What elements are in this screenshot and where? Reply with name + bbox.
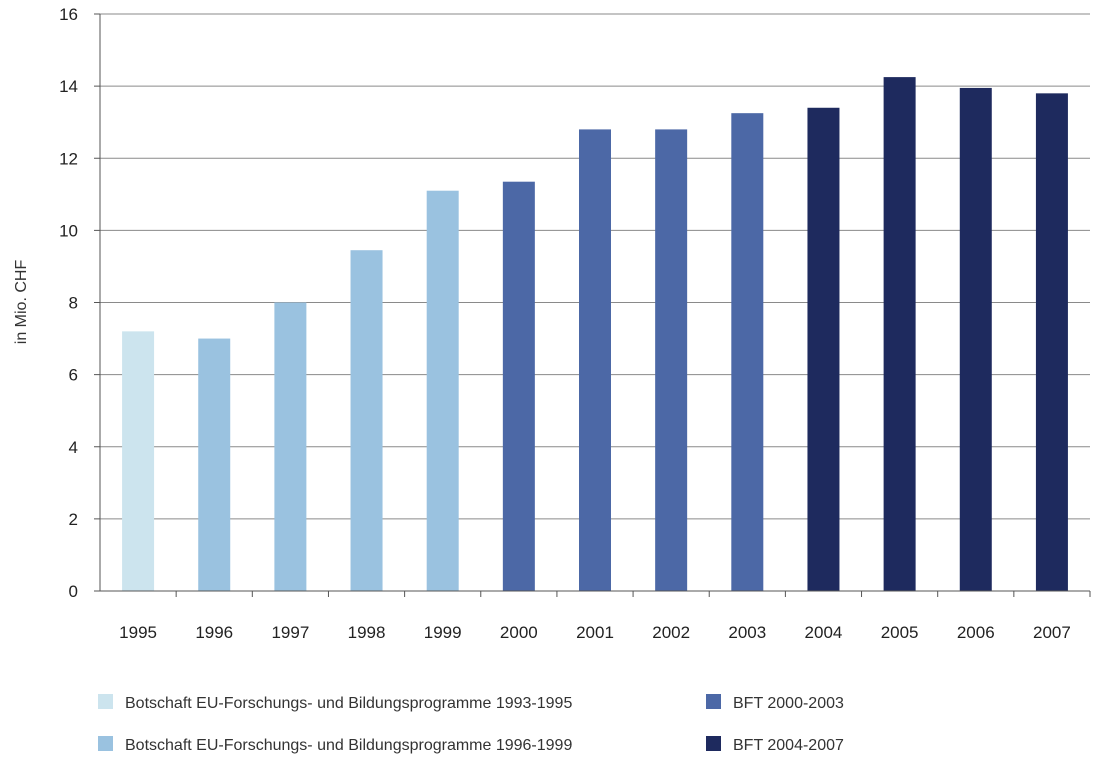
y-tick-label: 4 bbox=[69, 438, 78, 457]
bar-2006 bbox=[959, 87, 992, 591]
axes bbox=[99, 14, 1090, 592]
x-tick-label: 1999 bbox=[424, 623, 462, 642]
bar-1998 bbox=[350, 250, 383, 591]
x-tick-label: 2006 bbox=[957, 623, 995, 642]
x-tick-label: 2007 bbox=[1033, 623, 1071, 642]
legend: Botschaft EU-Forschungs- und Bildungspro… bbox=[98, 694, 844, 754]
legend-item: BFT 2004-2007 bbox=[706, 736, 844, 754]
bar-1995 bbox=[122, 331, 155, 591]
y-tick-label: 2 bbox=[69, 510, 78, 529]
bar-2004 bbox=[807, 107, 840, 591]
y-axis-ticks: 0 2 4 6 8 10 12 14 16 bbox=[59, 5, 100, 601]
y-tick-label: 16 bbox=[59, 5, 78, 24]
legend-label: Botschaft EU-Forschungs- und Bildungspro… bbox=[125, 737, 572, 754]
x-tick-label: 2003 bbox=[728, 623, 766, 642]
y-tick-label: 10 bbox=[59, 221, 78, 240]
legend-swatch bbox=[706, 736, 721, 751]
bars bbox=[122, 77, 1068, 592]
x-tick-label: 2002 bbox=[652, 623, 690, 642]
y-tick-label: 8 bbox=[69, 294, 78, 313]
bar-2003 bbox=[731, 113, 764, 591]
legend-label: BFT 2000-2003 bbox=[733, 695, 844, 712]
legend-swatch bbox=[706, 694, 721, 709]
x-tick-label: 1996 bbox=[195, 623, 233, 642]
bar-2000 bbox=[502, 181, 535, 592]
x-tick-label: 1995 bbox=[119, 623, 157, 642]
y-tick-label: 12 bbox=[59, 149, 78, 168]
bar-1997 bbox=[274, 302, 307, 591]
legend-item: Botschaft EU-Forschungs- und Bildungspro… bbox=[98, 736, 572, 754]
y-tick-label: 14 bbox=[59, 77, 78, 96]
bar-2007 bbox=[1035, 93, 1068, 592]
legend-item: BFT 2000-2003 bbox=[706, 694, 844, 712]
legend-item: Botschaft EU-Forschungs- und Bildungspro… bbox=[98, 694, 572, 712]
x-tick-label: 2000 bbox=[500, 623, 538, 642]
y-axis-title: in Mio. CHF bbox=[13, 260, 30, 345]
bar-2001 bbox=[579, 129, 611, 591]
x-axis-ticks: 1995 1996 1997 1998 1999 2000 2001 2002 2003 2004… bbox=[119, 591, 1091, 642]
bar-2005 bbox=[883, 77, 916, 591]
y-tick-label: 0 bbox=[69, 582, 78, 601]
x-tick-label: 1997 bbox=[271, 623, 309, 642]
legend-swatch bbox=[98, 694, 113, 709]
bar-2002 bbox=[655, 129, 688, 591]
legend-swatch bbox=[98, 736, 113, 751]
bar-1996 bbox=[198, 338, 231, 591]
legend-label: Botschaft EU-Forschungs- und Bildungspro… bbox=[125, 695, 572, 712]
x-tick-label: 2001 bbox=[576, 623, 614, 642]
legend-label: BFT 2004-2007 bbox=[733, 737, 844, 754]
y-tick-label: 6 bbox=[69, 366, 78, 385]
x-tick-label: 1998 bbox=[348, 623, 386, 642]
x-tick-label: 2005 bbox=[881, 623, 919, 642]
bar-1999 bbox=[426, 190, 459, 592]
x-tick-label: 2004 bbox=[805, 623, 843, 642]
